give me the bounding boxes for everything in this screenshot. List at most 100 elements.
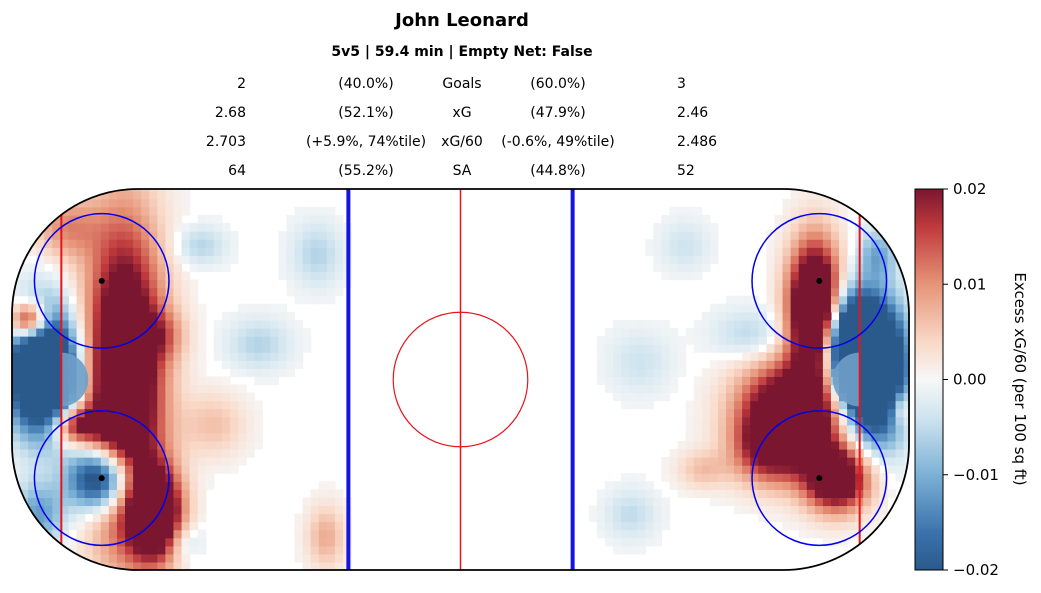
heat-cell [108,545,118,555]
heat-cell [758,352,767,361]
heat-cell [229,400,239,410]
heat-cell [863,295,872,305]
heat-cell [221,424,231,434]
heat-cell [766,368,776,377]
heat-cell [92,271,102,281]
heat-cell [717,392,727,402]
heat-cell [165,465,175,474]
heat-cell [774,465,784,474]
heat-cell [879,505,889,515]
heat-cell [326,271,336,281]
heat-cell [173,279,183,289]
heat-cell [205,448,215,458]
heat-cell [887,263,897,273]
heat-cell [839,215,848,224]
heat-cell [286,368,296,377]
heat-cell [173,271,183,281]
heat-cell [278,263,288,273]
heat-cell [693,336,703,345]
heat-cell [28,465,37,474]
heat-cell [895,271,905,281]
heat-cell [604,344,614,353]
heat-cell [612,368,622,377]
heat-cell [68,287,78,297]
heat-cell [742,327,751,337]
heat-cell [895,473,905,482]
heat-cell [141,416,150,426]
heat-cell [133,392,142,402]
heat-cell [806,384,816,394]
heat-cell [814,440,824,450]
heat-cell [149,513,158,523]
heat-cell [100,424,110,434]
heat-cell [28,440,37,450]
heat-cell [197,545,207,555]
heat-cell [726,392,735,402]
heat-cell [125,408,134,418]
heat-cell [221,384,231,394]
heat-cell [246,424,255,434]
heat-cell [766,513,776,523]
heat-cell [612,360,622,369]
heat-cell [863,360,872,369]
heat-cell [782,198,792,208]
heat-cell [294,360,304,369]
heat-cell [879,287,889,297]
heat-cell [157,239,166,248]
heat-cell [685,327,695,337]
heat-cell [758,336,767,345]
heat-cell [68,545,78,555]
heat-cell [189,344,199,353]
heat-cell [903,271,909,281]
heat-cell [645,360,654,369]
heat-cell [677,336,687,345]
heat-cell [181,271,191,281]
heat-cell [12,457,21,466]
heat-cell [133,448,142,458]
heat-cell [92,206,102,216]
heat-cell [782,319,792,329]
heat-cell [189,303,199,313]
heat-cell [20,352,29,361]
heat-cell [742,465,751,474]
heat-cell [181,457,191,466]
heat-cell [790,263,800,273]
heat-cell [246,352,255,361]
heat-cell [798,287,808,297]
heat-cell [863,473,872,482]
heat-cell [173,513,183,523]
heat-cell [798,497,808,507]
heat-cell [213,424,223,434]
heat-cell [125,392,134,402]
heat-cell [165,303,175,313]
heat-cell [847,344,856,353]
heat-cell [717,440,727,450]
heat-cell [84,239,94,248]
heat-cell [782,263,792,273]
heat-cell [28,206,37,216]
heat-cell [52,255,62,265]
heat-cell [116,368,126,377]
heat-cell [774,424,784,434]
heat-cell [149,327,158,337]
heat-cell [621,376,630,386]
heat-cell [822,489,832,498]
heat-cell [798,432,808,442]
heat-cell [44,448,53,458]
heat-cell [653,360,663,369]
heat-cell [863,263,872,273]
heat-cell [84,497,94,507]
heat-cell [310,271,320,281]
heat-cell [28,189,37,192]
heat-cell [822,529,832,539]
heat-cell [782,303,792,313]
heat-cell [157,344,166,353]
heat-cell [181,327,191,337]
heat-cell [76,424,86,434]
heat-cell [125,303,134,313]
heat-cell [68,473,78,482]
heat-cell [44,376,53,386]
heat-cell [871,489,880,498]
heat-cell [604,537,614,547]
heat-cell [318,561,328,570]
